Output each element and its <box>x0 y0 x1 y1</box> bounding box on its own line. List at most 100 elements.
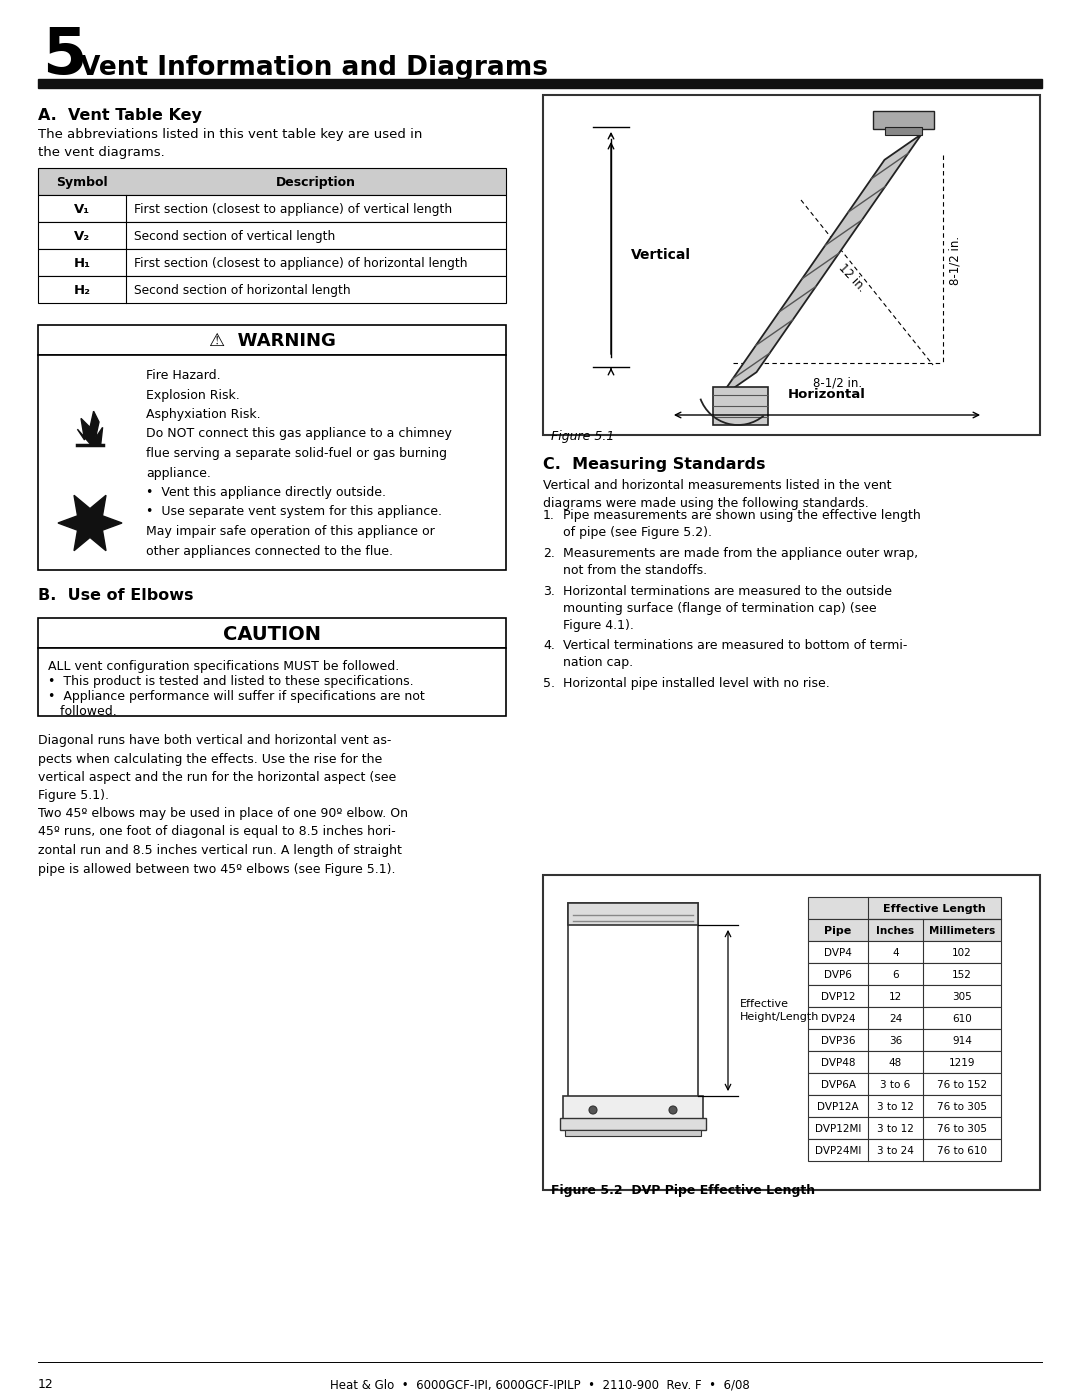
Bar <box>38 355 507 570</box>
Bar <box>808 919 1001 942</box>
Text: DVP6A: DVP6A <box>821 1080 855 1090</box>
Text: 76 to 610: 76 to 610 <box>937 1146 987 1155</box>
Text: Description: Description <box>276 176 356 189</box>
Text: 610: 610 <box>953 1014 972 1024</box>
Circle shape <box>589 1106 597 1113</box>
Text: Asphyxiation Risk.: Asphyxiation Risk. <box>146 408 260 420</box>
Circle shape <box>669 1106 677 1113</box>
Text: 48: 48 <box>889 1058 902 1067</box>
Text: Vertical terminations are measured to bottom of termi-
nation cap.: Vertical terminations are measured to bo… <box>563 638 907 669</box>
Text: Figure 5.1: Figure 5.1 <box>551 430 615 443</box>
Text: Vertical and horizontal measurements listed in the vent
diagrams were made using: Vertical and horizontal measurements lis… <box>543 479 891 510</box>
Bar <box>808 985 1001 1007</box>
Text: Horizontal terminations are measured to the outside
mounting surface (flange of : Horizontal terminations are measured to … <box>563 585 892 631</box>
Text: Second section of vertical length: Second section of vertical length <box>134 231 335 243</box>
Text: DVP4: DVP4 <box>824 949 852 958</box>
Polygon shape <box>78 411 103 444</box>
Text: Symbol: Symbol <box>56 176 108 189</box>
Text: 1219: 1219 <box>948 1058 975 1067</box>
Bar <box>565 1130 701 1136</box>
Text: Do NOT connect this gas appliance to a chimney: Do NOT connect this gas appliance to a c… <box>146 427 451 440</box>
Text: Figure 5.2  DVP Pipe Effective Length: Figure 5.2 DVP Pipe Effective Length <box>551 1185 815 1197</box>
Bar <box>885 127 921 136</box>
Text: Diagonal runs have both vertical and horizontal vent as-
pects when calculating : Diagonal runs have both vertical and hor… <box>38 733 396 802</box>
Text: 12: 12 <box>38 1377 54 1391</box>
Bar <box>713 387 768 425</box>
Text: 3 to 6: 3 to 6 <box>880 1080 910 1090</box>
Bar <box>563 1097 703 1125</box>
Text: •  Vent this appliance directly outside.: • Vent this appliance directly outside. <box>146 486 386 499</box>
Text: 12 in.: 12 in. <box>836 261 868 295</box>
Bar <box>808 963 1001 985</box>
Text: H₁: H₁ <box>73 257 91 270</box>
Text: Millimeters: Millimeters <box>929 926 995 936</box>
Text: 76 to 305: 76 to 305 <box>937 1102 987 1112</box>
Text: The abbreviations listed in this vent table key are used in
the vent diagrams.: The abbreviations listed in this vent ta… <box>38 129 422 159</box>
Text: 12: 12 <box>889 992 902 1002</box>
Bar <box>808 1139 1001 1161</box>
Text: Effective Length: Effective Length <box>883 904 986 914</box>
Bar <box>38 222 507 249</box>
Text: Pipe: Pipe <box>824 926 852 936</box>
Text: ⚠  WARNING: ⚠ WARNING <box>208 332 336 351</box>
Text: ALL vent configuration specifications MUST be followed.: ALL vent configuration specifications MU… <box>48 659 400 673</box>
Text: 152: 152 <box>953 970 972 981</box>
Text: A.  Vent Table Key: A. Vent Table Key <box>38 108 202 123</box>
Text: Explosion Risk.: Explosion Risk. <box>146 388 240 401</box>
Text: 1.: 1. <box>543 509 555 522</box>
Text: Horizontal pipe installed level with no rise.: Horizontal pipe installed level with no … <box>563 678 829 690</box>
Bar <box>808 1095 1001 1118</box>
Bar <box>808 1007 1001 1030</box>
Text: •  Appliance performance will suffer if specifications are not: • Appliance performance will suffer if s… <box>48 690 424 703</box>
Text: flue serving a separate solid-fuel or gas burning: flue serving a separate solid-fuel or ga… <box>146 447 447 460</box>
Bar <box>38 249 507 277</box>
Text: Vent Information and Diagrams: Vent Information and Diagrams <box>80 54 548 81</box>
Text: 3 to 24: 3 to 24 <box>877 1146 914 1155</box>
Text: 6: 6 <box>892 970 899 981</box>
Bar <box>38 277 507 303</box>
Text: May impair safe operation of this appliance or: May impair safe operation of this applia… <box>146 525 435 538</box>
Text: First section (closest to appliance) of horizontal length: First section (closest to appliance) of … <box>134 257 468 270</box>
Bar <box>808 942 1001 963</box>
Text: DVP6: DVP6 <box>824 970 852 981</box>
Text: Two 45º elbows may be used in place of one 90º elbow. On
45º runs, one foot of d: Two 45º elbows may be used in place of o… <box>38 807 408 876</box>
Bar <box>873 110 933 129</box>
Text: V₁: V₁ <box>73 203 90 217</box>
Text: DVP12A: DVP12A <box>818 1102 859 1112</box>
Bar <box>808 1051 1001 1073</box>
Bar <box>561 1118 706 1130</box>
Text: followed.: followed. <box>48 705 117 718</box>
Text: 3.: 3. <box>543 585 555 598</box>
Text: 8-1/2 in.: 8-1/2 in. <box>813 377 863 390</box>
Text: V₂: V₂ <box>73 231 90 243</box>
Bar <box>543 875 1040 1190</box>
Text: 5: 5 <box>42 25 86 87</box>
Text: First section (closest to appliance) of vertical length: First section (closest to appliance) of … <box>134 203 453 217</box>
Text: B.  Use of Elbows: B. Use of Elbows <box>38 588 193 604</box>
Text: Heat & Glo  •  6000GCF-IPI, 6000GCF-IPILP  •  2110-900  Rev. F  •  6/08: Heat & Glo • 6000GCF-IPI, 6000GCF-IPILP … <box>330 1377 750 1391</box>
Text: 3 to 12: 3 to 12 <box>877 1102 914 1112</box>
Text: appliance.: appliance. <box>146 467 211 479</box>
Text: DVP12: DVP12 <box>821 992 855 1002</box>
Bar <box>808 1118 1001 1139</box>
Bar <box>808 1030 1001 1051</box>
Text: DVP48: DVP48 <box>821 1058 855 1067</box>
Bar <box>543 95 1040 434</box>
Bar <box>38 80 1042 88</box>
Text: Horizontal: Horizontal <box>788 388 866 401</box>
Bar <box>38 196 507 222</box>
Polygon shape <box>719 134 921 398</box>
Text: DVP12MI: DVP12MI <box>814 1125 861 1134</box>
Text: 3 to 12: 3 to 12 <box>877 1125 914 1134</box>
Bar <box>808 1073 1001 1095</box>
Text: 8-1/2 in.: 8-1/2 in. <box>948 236 961 285</box>
Text: CAUTION: CAUTION <box>222 624 321 644</box>
Text: other appliances connected to the flue.: other appliances connected to the flue. <box>146 545 393 557</box>
Text: 76 to 305: 76 to 305 <box>937 1125 987 1134</box>
Text: 305: 305 <box>953 992 972 1002</box>
Text: H₂: H₂ <box>73 284 91 298</box>
Text: •  Use separate vent system for this appliance.: • Use separate vent system for this appl… <box>146 506 442 518</box>
Text: •  This product is tested and listed to these specifications.: • This product is tested and listed to t… <box>48 675 414 687</box>
Text: 4: 4 <box>892 949 899 958</box>
Text: 102: 102 <box>953 949 972 958</box>
